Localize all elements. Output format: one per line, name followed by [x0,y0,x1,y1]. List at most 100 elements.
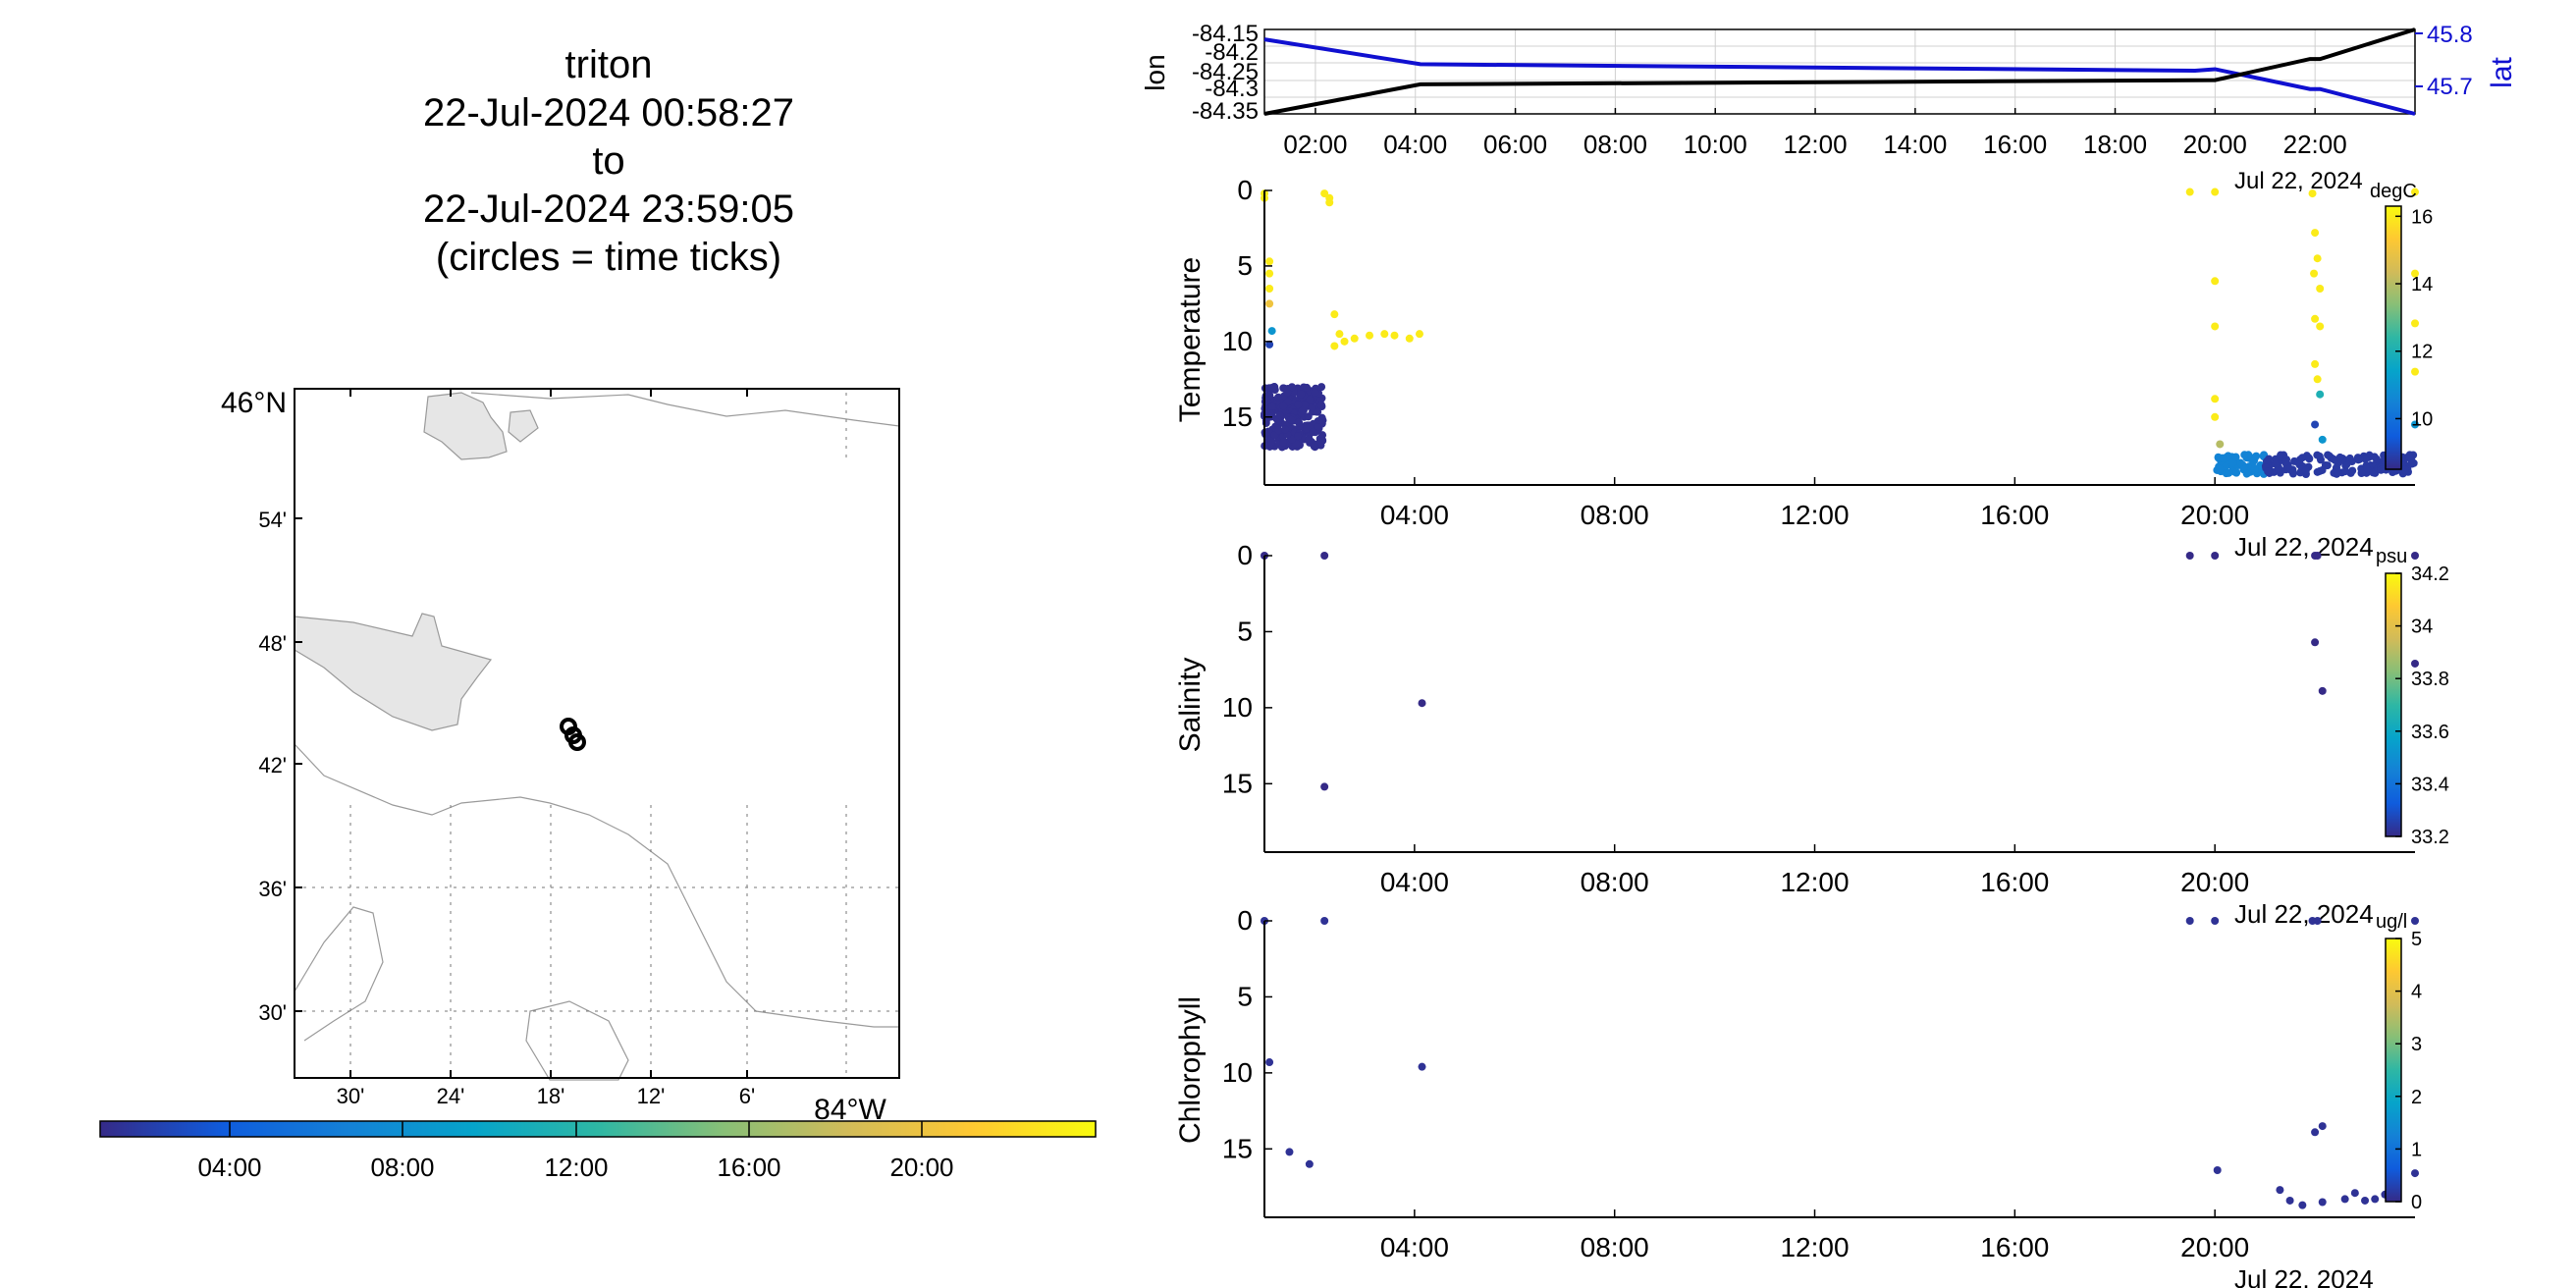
temperature-point [2357,469,2366,478]
map-lon-tick: 12' [637,1084,666,1108]
temperature-point [2334,468,2342,477]
title-line-to: to [592,139,625,183]
temperature-point [1261,394,1270,402]
salinity-y-tick-label: 0 [1237,540,1253,570]
temperature-ylabel: Temperature [1174,257,1207,422]
temperature-point [1274,393,1283,402]
temperature-point [2335,453,2344,461]
temperature-point [2411,188,2419,196]
position-date-label: Jul 22, 2024 [2234,168,2363,194]
temperature-point [1317,401,1326,409]
temperature-point [2225,468,2233,477]
chlorophyll-colorbar-tick-label: 5 [2411,929,2422,950]
temperature-point [2262,457,2271,466]
position-gridlines [1264,29,2415,114]
temperature-point [1265,257,1274,266]
position-right-tick: 45.7 [2427,74,2473,100]
salinity-y-tick-label: 10 [1222,692,1253,723]
chlorophyll-point [2285,1196,2294,1205]
temperature-point [1311,388,1319,397]
position-x-tick-label: 14:00 [1883,130,1947,159]
temperature-colorbar-tick-label: 12 [2411,342,2433,363]
chlorophyll-y-tick-label: 0 [1237,905,1253,936]
temperature-point [2361,455,2370,463]
temperature-point [2321,460,2330,469]
position-left-tick: -84.15 [1192,21,1259,47]
salinity-date-label: Jul 22, 2024 [2234,899,2374,929]
chlorophyll-point [2213,1165,2222,1174]
position-x-tick-label: 02:00 [1283,130,1347,159]
chlorophyll-point [2350,1189,2359,1198]
chlorophyll-date-label: Jul 22, 2024 [2234,1264,2374,1288]
temperature-point [1288,383,1297,392]
temperature-point [1366,331,1374,340]
time-colorbar-tick: 12:00 [544,1153,608,1182]
map-coast-south [294,743,899,1028]
track-map: 46°N 54' 48' 42' 36' 30' 30' 24' 18' 12'… [221,387,900,1126]
temperature-point [1380,330,1389,339]
salinity-x-tick-label: 20:00 [2180,867,2249,897]
time-colorbar-tick: 08:00 [370,1153,434,1182]
temperature-point [1297,390,1306,399]
temperature-point [2341,467,2350,476]
chlorophyll-colorbar-tick-label: 4 [2411,982,2422,1003]
temperature-point [2411,319,2419,328]
salinity-ylabel: Salinity [1174,658,1207,753]
chlorophyll-colorbar-tick-label: 1 [2411,1139,2422,1160]
figure-title: triton 22-Jul-2024 00:58:27 to 22-Jul-20… [334,41,884,282]
chlorophyll-point [2276,1186,2284,1195]
map-coast-north [470,392,900,427]
temperature-colorbar-tick-label: 16 [2411,206,2433,228]
position-right-tick: 45.8 [2427,22,2473,48]
title-line-start: 22-Jul-2024 00:58:27 [422,91,795,134]
temperature-point [1303,383,1312,392]
temperature-point [1310,442,1318,451]
chlorophyll-point [1305,1159,1314,1168]
temperature-point [2231,453,2240,461]
position-panel: 02:00 04:00 06:00 08:00 10:00 12:00 14:00 16:00… [1140,21,2518,194]
chlorophyll-point [2298,1201,2307,1209]
temperature-point [1294,401,1303,409]
temperature-point [1309,428,1317,437]
salinity-point [2311,638,2320,647]
map-frame [294,388,900,1079]
chlorophyll-point [1418,1062,1426,1071]
salinity-x-tick-label: 16:00 [1980,867,2049,897]
chlorophyll-point [2318,1198,2327,1207]
temperature-point [1308,402,1316,411]
temperature-point [1405,334,1414,343]
map-lat-label: 46°N [221,387,287,419]
chlorophyll-colorbar-ticks: 5 4 3 2 1 0 [2395,929,2422,1213]
temperature-point [2311,359,2320,368]
chlorophyll-point [2313,917,2322,925]
temperature-point [1301,401,1310,409]
track-time-tick-3 [568,733,586,751]
temperature-point [2324,451,2333,459]
temperature-point [2219,454,2227,462]
temperature-point [2313,254,2322,263]
temperature-point [1330,342,1339,350]
temperature-point [2250,464,2259,473]
position-ylabel-right: lat [2486,56,2518,87]
temperature-point [1281,425,1290,434]
temperature-point [2316,390,2325,399]
temperature-units: degC [2370,181,2417,202]
temperature-point [1294,432,1303,441]
temperature-point [2308,189,2317,198]
chlorophyll-units: ug/l [2376,911,2407,933]
map-land-island-west [294,613,493,731]
salinity-colorbar-tick-label: 33.4 [2411,774,2449,795]
position-left-tick: -84.3 [1205,76,1259,102]
map-coast-southwest [294,906,384,1042]
chlorophyll-point [2340,1195,2349,1204]
salinity-point [2313,552,2322,560]
temperature-point [1415,330,1423,339]
temperature-point [2363,464,2372,473]
chlorophyll-point [1320,917,1329,925]
temperature-point [2316,322,2325,331]
position-x-tick-label: 16:00 [1983,130,2047,159]
temperature-point [2305,455,2314,463]
temperature-point [1261,416,1270,425]
